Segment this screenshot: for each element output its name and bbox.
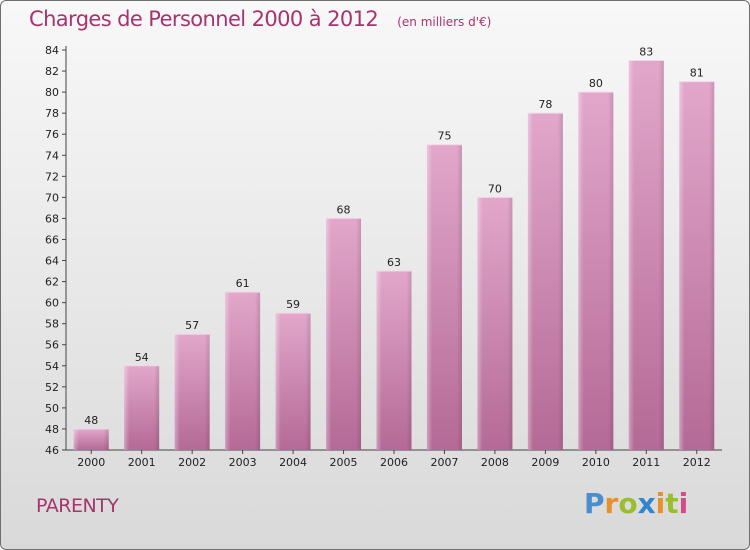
data-label: 61 bbox=[236, 277, 250, 290]
y-tick-label: 84 bbox=[45, 44, 59, 57]
y-tick-label: 70 bbox=[45, 191, 59, 204]
bar-shade bbox=[477, 197, 513, 450]
x-tick-label: 2011 bbox=[632, 456, 660, 469]
bar-shade bbox=[376, 271, 412, 450]
y-tick-label: 78 bbox=[45, 107, 59, 120]
data-label: 78 bbox=[538, 98, 552, 111]
bars bbox=[73, 60, 715, 451]
bar-shade bbox=[326, 218, 362, 450]
data-label: 70 bbox=[488, 182, 502, 195]
chart-title: Charges de Personnel 2000 à 2012 (en mil… bbox=[29, 7, 491, 31]
bar-shade bbox=[426, 144, 462, 450]
data-label: 54 bbox=[135, 351, 149, 364]
y-tick-label: 54 bbox=[45, 360, 59, 373]
bar-shade bbox=[124, 365, 160, 450]
y-tick-label: 52 bbox=[45, 381, 59, 394]
data-label: 83 bbox=[639, 46, 653, 59]
chart-title-main: Charges de Personnel 2000 à 2012 bbox=[29, 7, 379, 31]
data-label: 68 bbox=[337, 203, 351, 216]
y-tick-label: 82 bbox=[45, 65, 59, 78]
y-tick-label: 72 bbox=[45, 170, 59, 183]
y-tick-label: 76 bbox=[45, 128, 59, 141]
x-tick-label: 2008 bbox=[481, 456, 509, 469]
x-tick-label: 2004 bbox=[279, 456, 307, 469]
bar-shade bbox=[174, 334, 210, 450]
data-label: 80 bbox=[589, 77, 603, 90]
chart-subtitle: (en milliers d'€) bbox=[397, 15, 492, 29]
x-tick-label: 2007 bbox=[430, 456, 458, 469]
data-label: 59 bbox=[286, 298, 300, 311]
proxiti-logo: Proxiti bbox=[584, 487, 689, 520]
y-tick-label: 58 bbox=[45, 318, 59, 331]
y-tick-label: 64 bbox=[45, 255, 59, 268]
x-tick-label: 2009 bbox=[531, 456, 559, 469]
y-tick-label: 74 bbox=[45, 149, 59, 162]
y-tick-label: 68 bbox=[45, 212, 59, 225]
y-tick-label: 46 bbox=[45, 444, 59, 457]
bar-shade bbox=[628, 60, 664, 451]
x-tick-label: 2003 bbox=[229, 456, 257, 469]
bar-shade bbox=[578, 92, 614, 451]
data-label: 63 bbox=[387, 256, 401, 269]
bar-shade bbox=[225, 292, 261, 450]
bar-shade bbox=[527, 113, 563, 450]
data-label: 75 bbox=[437, 130, 451, 143]
x-tick-label: 2012 bbox=[683, 456, 711, 469]
y-tick-label: 56 bbox=[45, 339, 59, 352]
x-tick-label: 2001 bbox=[128, 456, 156, 469]
y-tick-label: 66 bbox=[45, 233, 59, 246]
x-tick-label: 2000 bbox=[77, 456, 105, 469]
data-label: 81 bbox=[690, 67, 704, 80]
y-tick-label: 80 bbox=[45, 86, 59, 99]
y-tick-label: 50 bbox=[45, 402, 59, 415]
data-label: 57 bbox=[185, 319, 199, 332]
bar-shade bbox=[679, 81, 715, 450]
x-tick-label: 2010 bbox=[582, 456, 610, 469]
x-tick-label: 2002 bbox=[178, 456, 206, 469]
x-tick-label: 2006 bbox=[380, 456, 408, 469]
y-tick-label: 60 bbox=[45, 297, 59, 310]
data-label: 48 bbox=[84, 414, 98, 427]
y-tick-label: 48 bbox=[45, 423, 59, 436]
bar-shade bbox=[275, 313, 311, 450]
value-labels: 48 54 57 61 59 68 63 75 70 78 80 83 81 bbox=[84, 46, 704, 427]
bar-shade bbox=[73, 428, 109, 450]
y-tick-label: 62 bbox=[45, 276, 59, 289]
x-tick-label: 2005 bbox=[330, 456, 358, 469]
commune-name: PARENTY bbox=[36, 495, 119, 517]
axes: 46 48 50 52 54 56 58 60 62 64 66 68 70 72 74 76 78 80 82 84… bbox=[45, 44, 722, 469]
